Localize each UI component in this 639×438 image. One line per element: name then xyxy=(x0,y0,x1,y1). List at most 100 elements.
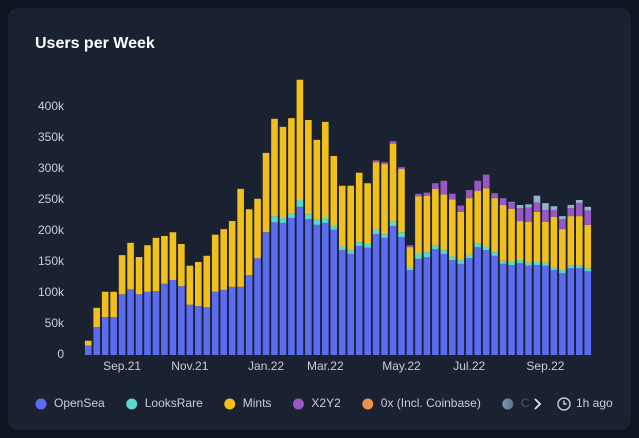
bar-segment xyxy=(228,286,236,355)
bar-segment xyxy=(525,221,532,263)
bar-segment xyxy=(457,205,465,212)
bar-segment xyxy=(110,291,117,318)
bar-segment xyxy=(567,204,575,209)
legend-label: LooksRare xyxy=(145,396,203,410)
bar-segment xyxy=(288,213,295,218)
bar-segment xyxy=(465,254,473,259)
legend-marker xyxy=(292,398,304,410)
bar-segment xyxy=(406,270,414,355)
bar-segment xyxy=(482,246,490,251)
bar-segment xyxy=(296,200,304,207)
bar-segment xyxy=(406,245,414,248)
bar-segment xyxy=(178,244,185,287)
bar-segment xyxy=(389,221,397,227)
bar-segment xyxy=(525,207,532,222)
bar-segment xyxy=(491,193,498,199)
bar-segment xyxy=(194,262,202,307)
bar-segment xyxy=(550,216,558,267)
bar-segment xyxy=(313,139,321,220)
y-tick-label: 50k xyxy=(45,316,65,330)
bar-segment xyxy=(567,208,575,217)
bar-segment xyxy=(406,266,414,271)
bar-segment xyxy=(542,262,549,266)
bar-segment xyxy=(550,270,558,355)
bar-segment xyxy=(152,237,160,292)
bar-segment xyxy=(398,232,405,238)
bar-segment xyxy=(211,291,219,355)
bar-segment xyxy=(398,237,405,355)
bar-segment xyxy=(465,190,473,199)
bar-segment xyxy=(372,229,380,235)
legend-next[interactable] xyxy=(534,398,542,410)
legend-fade xyxy=(495,392,537,418)
bar-segment xyxy=(432,248,439,355)
bar-segment xyxy=(389,226,397,355)
bar-segment xyxy=(499,263,507,355)
x-tick-label: Sep.22 xyxy=(526,359,564,373)
bar-segment xyxy=(575,216,583,266)
bar-segment xyxy=(474,190,482,244)
bar-segment xyxy=(525,265,532,355)
bar-segment xyxy=(161,283,168,355)
bar-segment xyxy=(271,118,278,217)
bar-segment xyxy=(423,192,431,196)
bar-segment xyxy=(186,265,194,305)
bar-segment xyxy=(575,203,583,217)
bar-segment xyxy=(313,224,321,355)
bar-segment xyxy=(254,258,261,355)
bar-segment xyxy=(398,169,405,233)
x-tick-label: Mar.22 xyxy=(307,359,344,373)
bar-segment xyxy=(508,208,515,262)
bar-segment xyxy=(559,216,566,220)
bar-segment xyxy=(313,219,321,225)
x-tick-label: Jan.22 xyxy=(248,359,284,373)
chart-title: Users per Week xyxy=(35,35,155,52)
bar-segment xyxy=(559,273,566,355)
bar-segment xyxy=(415,193,422,197)
bar-segment xyxy=(482,174,490,189)
bar-segment xyxy=(550,206,558,210)
bar-segment xyxy=(161,235,168,284)
bar-segment xyxy=(296,206,304,355)
x-tick-label: May.22 xyxy=(382,359,421,373)
legend-marker xyxy=(362,398,374,410)
bar-segment xyxy=(482,188,490,247)
updated-label: 1h ago xyxy=(576,396,613,410)
bar-segment xyxy=(474,180,482,191)
bar-segment xyxy=(542,221,549,263)
bar-segment xyxy=(516,208,524,222)
y-tick-label: 300k xyxy=(38,161,65,175)
bar-segment xyxy=(440,250,448,254)
bar-segment xyxy=(465,198,473,255)
bar-segment xyxy=(101,317,109,355)
bar-segment xyxy=(584,224,592,269)
bar-segment xyxy=(245,209,253,276)
bar-segment xyxy=(372,234,380,355)
y-tick-label: 200k xyxy=(38,223,65,237)
bar-segment xyxy=(499,204,507,261)
y-tick-label: 100k xyxy=(38,285,65,299)
bar-segment xyxy=(279,126,287,218)
bar-segment xyxy=(550,266,558,271)
bar-segment xyxy=(228,221,236,287)
bar-segment xyxy=(330,229,338,355)
bar-segment xyxy=(415,258,422,355)
bar-segment xyxy=(516,221,524,261)
bar-segment xyxy=(364,183,371,245)
bar-segment xyxy=(575,268,583,355)
bar-segment xyxy=(448,256,456,261)
bar-segment xyxy=(474,243,482,248)
bar-segment xyxy=(203,255,211,308)
bar-segment xyxy=(101,291,109,318)
legend-label: 0x (Incl. Coinbase) xyxy=(381,396,481,410)
y-tick-label: 150k xyxy=(38,254,65,268)
legend-marker xyxy=(35,398,47,410)
bar-segment xyxy=(575,265,583,269)
bar-segment xyxy=(432,245,439,249)
bar-segment xyxy=(508,202,515,209)
bar-segment xyxy=(321,222,329,355)
bar-segment xyxy=(491,252,498,256)
bar-segment xyxy=(559,270,566,274)
bar-segment xyxy=(254,198,261,259)
